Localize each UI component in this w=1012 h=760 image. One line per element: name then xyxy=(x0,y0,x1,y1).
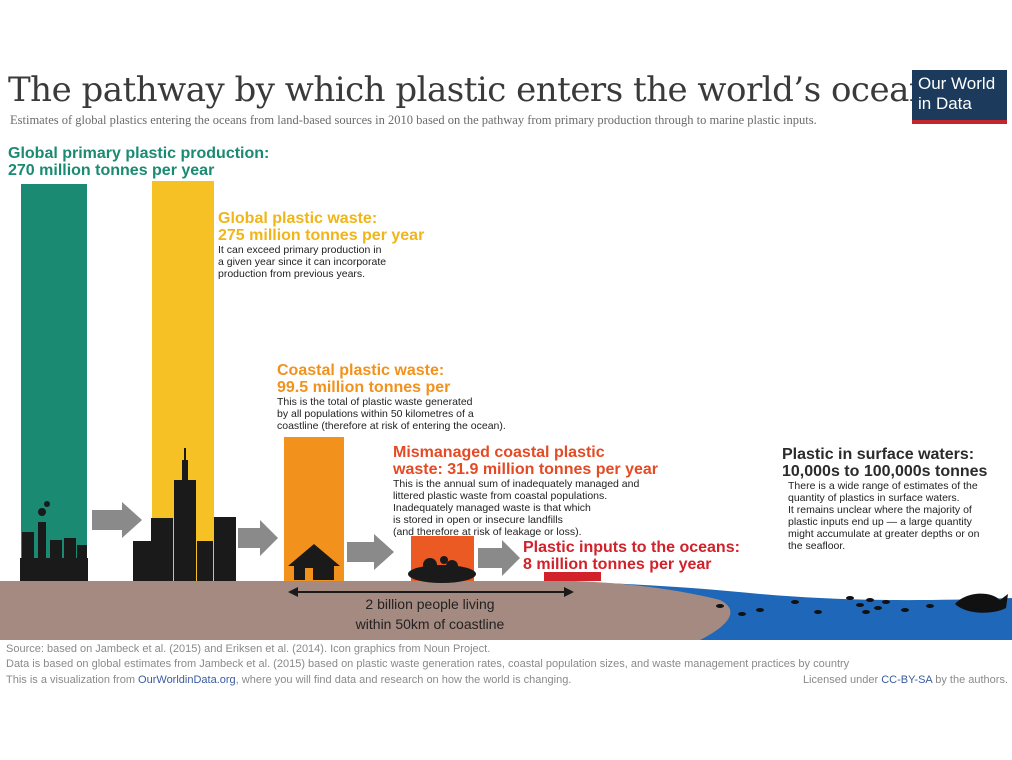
surface-desc-4: plastic inputs end up — a large quantity xyxy=(788,516,972,528)
people-line-1: 2 billion people living xyxy=(365,596,495,612)
coastal-desc-3: coastline (therefore at risk of entering… xyxy=(277,420,506,432)
people-line-2: within 50km of coastline xyxy=(355,616,505,632)
waste-value: 275 million tonnes per year xyxy=(218,227,425,244)
city-icon xyxy=(133,448,236,581)
production-value: 270 million tonnes per year xyxy=(8,162,215,179)
inputs-value: 8 million tonnes per year xyxy=(523,556,712,573)
label-waste: Global plastic waste: 275 million tonnes… xyxy=(218,210,424,280)
mismanaged-title: Mismanaged coastal plastic xyxy=(393,444,605,461)
range-arrow xyxy=(288,587,574,597)
surface-title: Plastic in surface waters: xyxy=(782,446,975,463)
owid-logo[interactable]: Our World in Data xyxy=(912,70,1007,124)
bar-inputs xyxy=(544,572,601,581)
arrow-2 xyxy=(238,520,278,556)
owid-link[interactable]: OurWorldinData.org xyxy=(138,674,236,686)
surface-desc-1: There is a wide range of estimates of th… xyxy=(788,480,978,492)
land-strip xyxy=(0,581,731,640)
surface-desc-5: might accumulate at greater depths or on xyxy=(788,528,980,540)
coastal-population-label: 2 billion people living within 50km of c… xyxy=(330,594,530,634)
coastal-desc-1: This is the total of plastic waste gener… xyxy=(277,396,473,408)
inputs-title: Plastic inputs to the oceans: xyxy=(523,539,740,556)
floating-plastic-icon xyxy=(879,554,970,584)
mismanaged-desc-3: Inadequately managed waste is that which xyxy=(393,502,591,514)
surface-desc-6: the seafloor. xyxy=(788,540,846,552)
arrow-1 xyxy=(92,502,142,538)
page-subtitle: Estimates of global plastics entering th… xyxy=(10,113,817,127)
house-icon xyxy=(288,544,340,580)
mismanaged-value: waste: 31.9 million tonnes per year xyxy=(393,461,658,478)
waste-title: Global plastic waste: xyxy=(218,210,378,227)
mismanaged-desc-2: littered plastic waste from coastal popu… xyxy=(393,490,608,502)
surface-desc-3: It remains unclear where the majority of xyxy=(788,504,972,516)
coastal-desc-2: by all populations within 50 kilometres … xyxy=(277,408,474,420)
waste-desc-3: production from previous years. xyxy=(218,268,366,280)
trash-pile-icon xyxy=(408,556,476,583)
label-surface: Plastic in surface waters: 10,000s to 10… xyxy=(782,446,987,552)
label-inputs: Plastic inputs to the oceans: 8 million … xyxy=(523,539,740,573)
mismanaged-desc-4: is stored in open or insecure landfills xyxy=(393,514,563,526)
waste-desc-2: a given year since it can incorporate xyxy=(218,256,387,268)
bar-production xyxy=(21,184,87,581)
factory-icon xyxy=(20,501,88,581)
arrow-4 xyxy=(478,540,520,576)
coastal-title: Coastal plastic waste: xyxy=(277,362,445,379)
waste-desc-1: It can exceed primary production in xyxy=(218,244,382,256)
flow-arrows xyxy=(92,502,520,576)
marine-life-icon xyxy=(716,593,1008,616)
license-link[interactable]: CC-BY-SA xyxy=(881,674,933,686)
label-production: Global primary plastic production: 270 m… xyxy=(8,145,269,179)
production-title: Global primary plastic production: xyxy=(8,145,270,162)
logo-line-2: in Data xyxy=(918,94,972,113)
coastal-value: 99.5 million tonnes per xyxy=(277,379,451,396)
surface-desc-2: quantity of plastics in surface waters. xyxy=(788,492,960,504)
arrow-3 xyxy=(347,534,394,570)
mismanaged-desc-1: This is the annual sum of inadequately m… xyxy=(393,478,640,490)
mismanaged-desc-5: (and therefore at risk of leakage or los… xyxy=(393,526,582,538)
label-mismanaged: Mismanaged coastal plastic waste: 31.9 m… xyxy=(393,444,658,538)
label-coastal: Coastal plastic waste: 99.5 million tonn… xyxy=(277,362,506,432)
surface-value: 10,000s to 100,000s tonnes xyxy=(782,463,988,480)
logo-line-1: Our World xyxy=(918,74,996,93)
page-title: The pathway by which plastic enters the … xyxy=(8,70,948,110)
